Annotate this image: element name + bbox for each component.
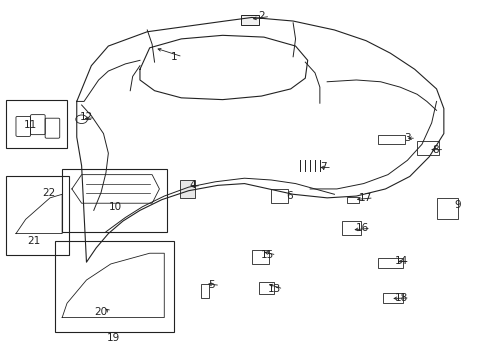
Bar [180,180,195,198]
Text: 16: 16 [355,223,368,233]
Text: 10: 10 [109,202,122,212]
Bar [377,135,404,144]
Bar [436,198,458,219]
Text: 15: 15 [261,250,274,260]
Text: 12: 12 [80,112,93,122]
Bar [259,282,273,294]
Text: 7: 7 [319,162,326,172]
Bar [55,241,174,332]
Text: 13: 13 [267,284,281,294]
Bar [271,189,287,203]
Text: 18: 18 [394,293,407,303]
Bar [241,15,258,24]
Text: 8: 8 [431,145,438,155]
Text: 14: 14 [394,256,407,266]
Text: 17: 17 [358,193,371,203]
Bar [416,141,438,155]
Text: 11: 11 [24,120,37,130]
Bar [251,249,268,264]
Text: 21: 21 [27,237,41,247]
Text: 2: 2 [258,12,264,21]
Bar [6,176,69,255]
Bar [201,284,209,298]
Bar [346,197,358,203]
Bar [62,169,166,232]
Text: 3: 3 [403,133,410,143]
Text: 20: 20 [94,307,107,317]
Text: 6: 6 [285,191,292,201]
Bar [6,100,67,148]
Text: 22: 22 [42,188,55,198]
Text: 5: 5 [208,280,214,291]
Bar [341,221,361,235]
Bar [377,257,402,267]
Text: 4: 4 [189,180,195,190]
Text: 9: 9 [453,200,460,210]
Bar [382,293,402,303]
Text: 1: 1 [170,52,177,62]
Text: 19: 19 [106,333,120,343]
